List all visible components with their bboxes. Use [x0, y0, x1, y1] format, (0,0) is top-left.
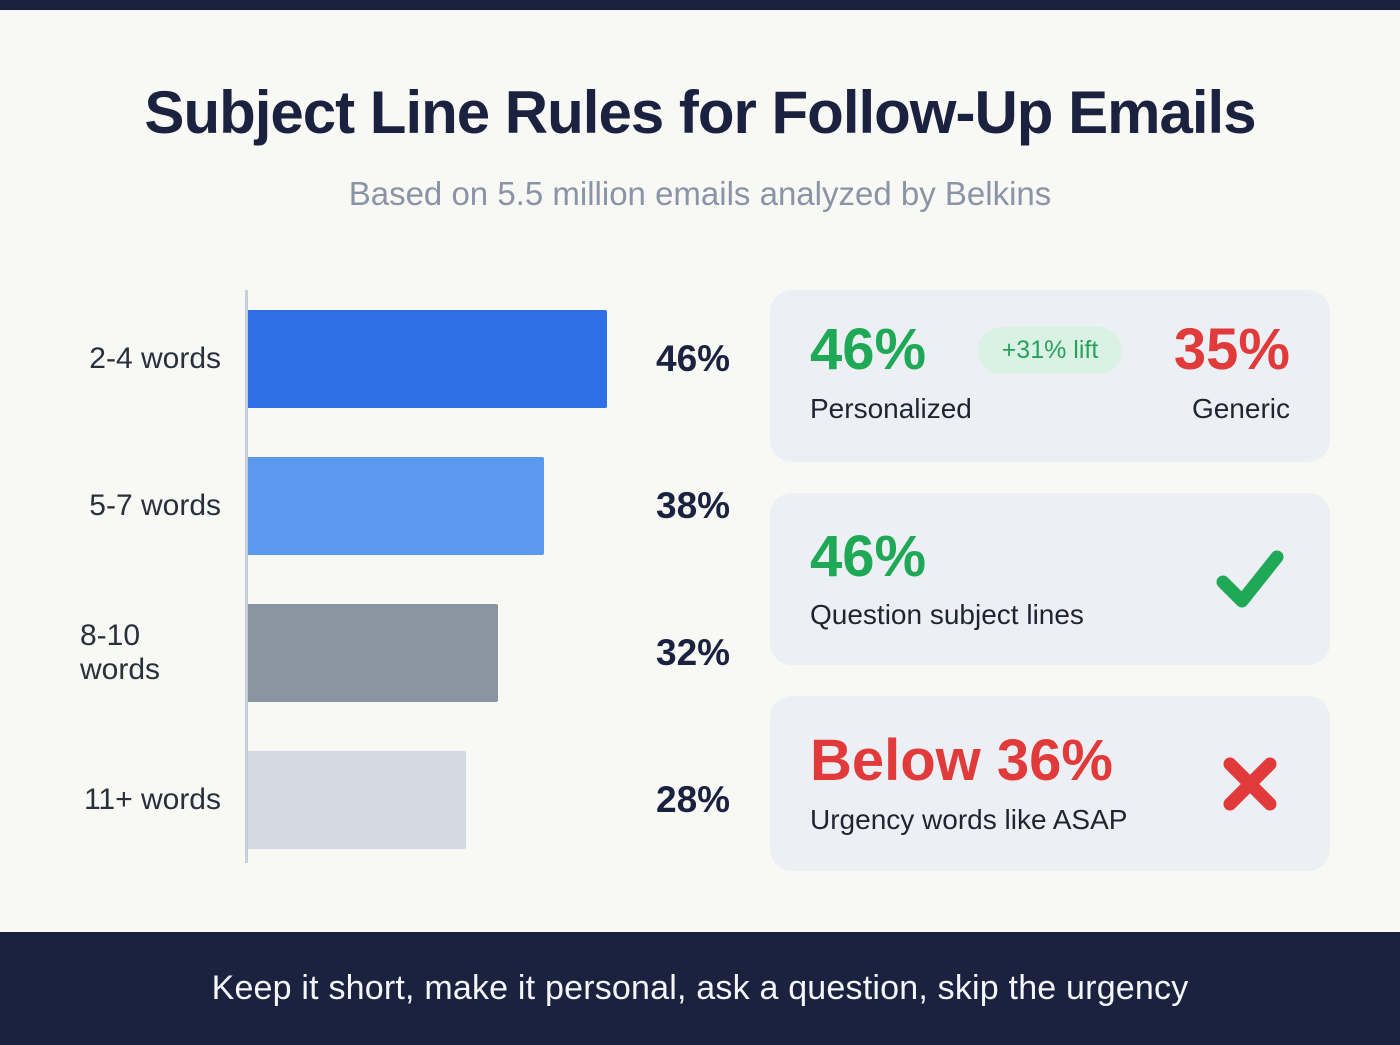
check-icon [1210, 539, 1290, 619]
value-label-5-7-words: 38% [656, 485, 731, 526]
lift-badge: +31% lift [977, 326, 1123, 374]
card-personalized-vs-generic: 46% +31% lift 35% Personalized Generic [770, 290, 1330, 462]
top-accent-bar [0, 0, 1400, 10]
personalized-label: Personalized [810, 392, 972, 424]
cross-icon [1210, 744, 1290, 824]
category-label-8-10-words: 8-10 words [80, 619, 161, 686]
bar-row: 46% [248, 310, 730, 408]
personalized-stat: 46% [810, 317, 927, 382]
bar-11-plus-words [248, 751, 467, 849]
bar-track [248, 310, 638, 408]
footer-takeaway: Keep it short, make it personal, ask a q… [211, 969, 1189, 1007]
value-label-2-4-words: 46% [656, 338, 731, 379]
urgency-stat: Below 36% [810, 728, 1113, 794]
question-label: Question subject lines [810, 599, 1084, 631]
question-stat: 46% [810, 523, 927, 589]
bar-track [248, 604, 638, 702]
bar-chart: 2-4 words 5-7 words 8-10 words 11+ words… [80, 290, 730, 863]
bar-5-7-words [248, 457, 545, 555]
stat-cards: 46% +31% lift 35% Personalized Generic 4… [770, 290, 1330, 871]
category-label-2-4-words: 2-4 words [89, 342, 221, 375]
category-axis: 2-4 words 5-7 words 8-10 words 11+ words [80, 290, 245, 863]
category-label-5-7-words: 5-7 words [89, 489, 221, 522]
footer-bar: Keep it short, make it personal, ask a q… [0, 932, 1400, 1045]
bar-2-4-words [248, 310, 607, 408]
value-label-11-plus-words: 28% [656, 779, 731, 820]
bar-8-10-words [248, 604, 498, 702]
bar-track [248, 457, 638, 555]
plot-area: 46% 38% 32% 28% [245, 290, 730, 863]
card-question-subject-lines: 46% Question subject lines [770, 493, 1330, 665]
generic-stat: 35% [1173, 317, 1290, 382]
urgency-label: Urgency words like ASAP [810, 803, 1128, 835]
card-urgency-words: Below 36% Urgency words like ASAP [770, 696, 1330, 871]
page-subtitle: Based on 5.5 million emails analyzed by … [348, 175, 1052, 212]
bar-row: 38% [248, 457, 730, 555]
value-label-8-10-words: 32% [656, 632, 731, 673]
page-title: Subject Line Rules for Follow-Up Emails [144, 79, 1256, 146]
bar-row: 28% [248, 751, 730, 849]
generic-label: Generic [1191, 392, 1290, 424]
category-label-11-plus-words: 11+ words [83, 783, 221, 816]
bar-row: 32% [248, 604, 730, 702]
bar-track [248, 751, 638, 849]
